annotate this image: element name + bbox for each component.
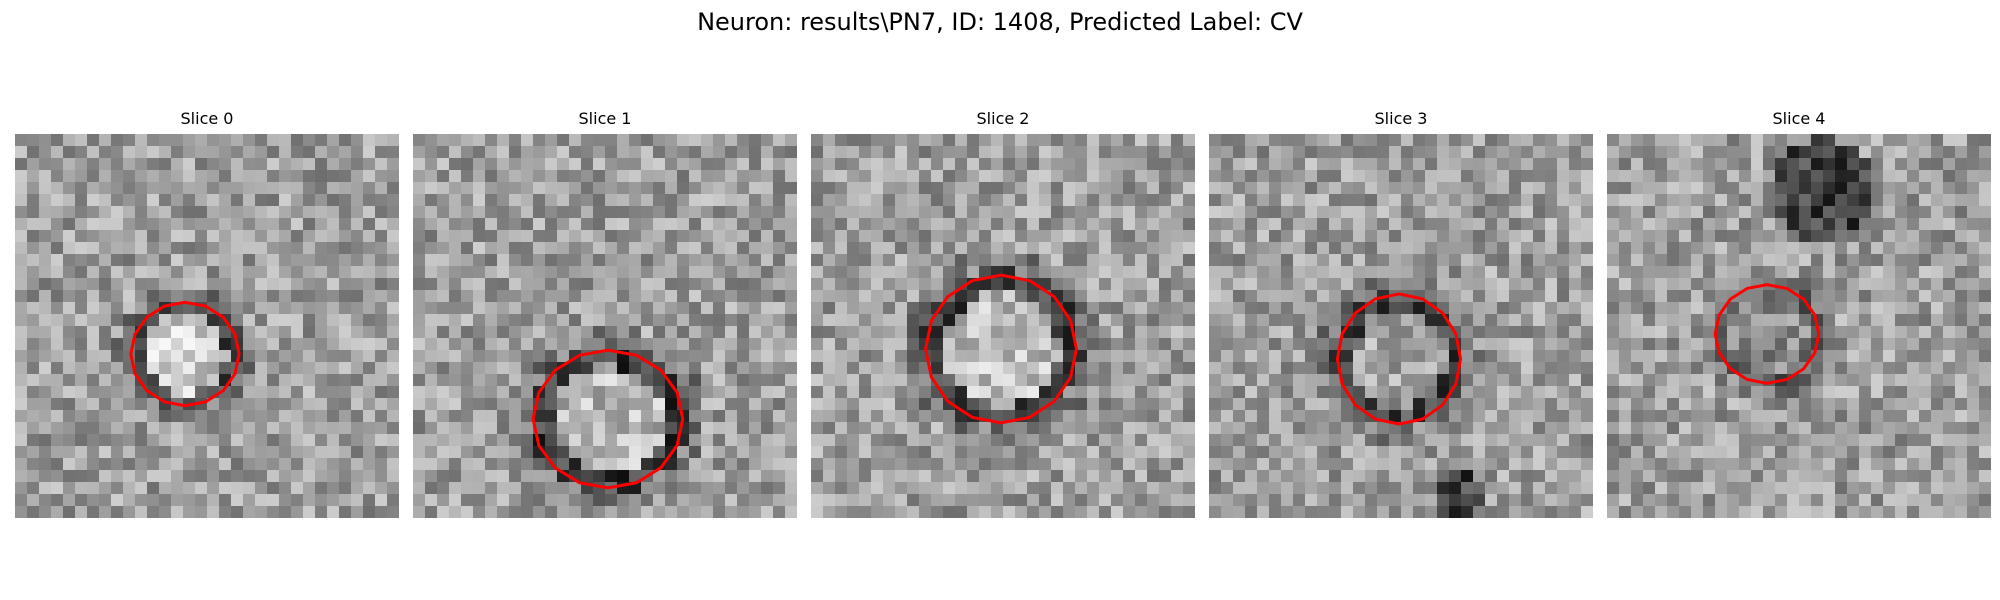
segmentation-contour [1335,292,1463,426]
slice-title-1: Slice 1 [578,109,632,128]
slice-panel-1: Slice 1 [413,110,797,518]
segmentation-contour [1713,283,1821,385]
slice-title-2: Slice 2 [976,109,1030,128]
segmentation-contour [924,273,1078,425]
slice-image-0 [15,134,399,518]
slice-panel-0: Slice 0 [15,110,399,518]
slice-title-3: Slice 3 [1374,109,1428,128]
slice-panel-3: Slice 3 [1209,110,1593,518]
segmentation-contour [531,348,685,490]
slice-panel-4: Slice 4 [1607,110,1991,518]
figure-title: Neuron: results\PN7, ID: 1408, Predicted… [697,8,1303,36]
slice-image-1 [413,134,797,518]
slice-image-2 [811,134,1195,518]
slice-title-0: Slice 0 [180,109,234,128]
segmentation-contour [129,300,241,408]
slice-title-4: Slice 4 [1772,109,1826,128]
slice-image-4 [1607,134,1991,518]
slice-panel-2: Slice 2 [811,110,1195,518]
slice-image-3 [1209,134,1593,518]
